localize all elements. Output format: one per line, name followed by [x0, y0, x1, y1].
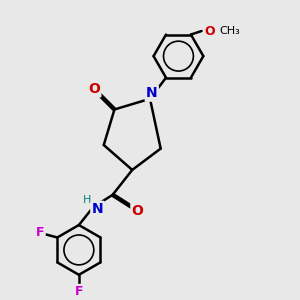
Text: CH₃: CH₃	[219, 26, 240, 36]
Text: O: O	[132, 204, 143, 218]
Text: H: H	[83, 196, 91, 206]
Text: O: O	[204, 25, 215, 38]
Text: O: O	[88, 82, 100, 96]
Text: N: N	[92, 202, 103, 216]
Text: N: N	[146, 86, 158, 100]
Text: F: F	[75, 285, 83, 298]
Text: F: F	[36, 226, 44, 238]
